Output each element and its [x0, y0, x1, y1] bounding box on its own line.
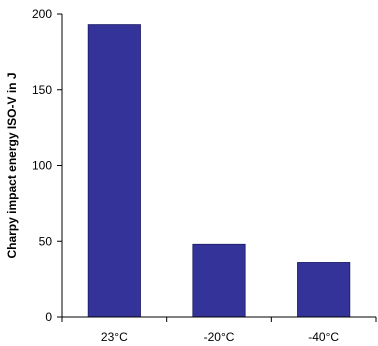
y-tick-label: 100: [32, 159, 52, 173]
y-tick-label: 200: [32, 7, 52, 21]
y-tick-label: 50: [39, 234, 53, 248]
bar: [87, 24, 141, 318]
bars: [87, 24, 351, 318]
x-axis-ticks: 23°C -20°C -40°C: [61, 317, 377, 344]
x-tick-label: -20°C: [204, 330, 235, 344]
bar: [297, 262, 351, 318]
y-tick-label: 150: [32, 83, 52, 97]
y-tick-label: 0: [45, 310, 52, 324]
y-axis-label: Charpy impact energy ISO-V in J: [5, 72, 19, 258]
x-tick-label: -40°C: [308, 330, 339, 344]
bar: [192, 243, 246, 318]
y-axis-ticks: 0 50 100 150 200: [32, 7, 62, 324]
x-tick-label: 23°C: [101, 330, 128, 344]
